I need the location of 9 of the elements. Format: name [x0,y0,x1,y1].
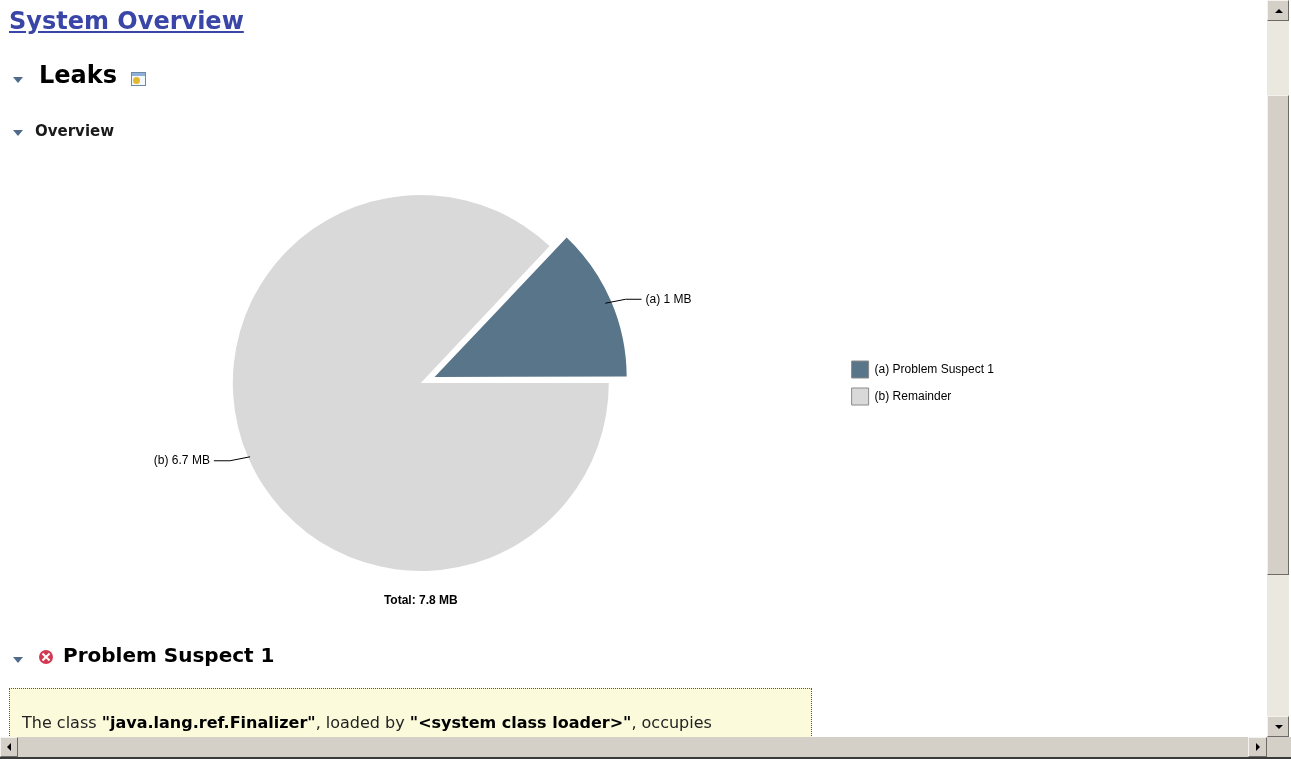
text: Total: 7.8 MB [383,593,459,608]
text: Overview [35,122,115,140]
chart-subtitle: Leaks [39,61,118,89]
text: Problem Suspect 1 [63,643,275,667]
data-label: (b) 6.7 MB [153,453,210,468]
data-label: (a) 1 MB [645,291,692,306]
chart-title: System Overview [9,7,244,35]
legend-label: (b) Remainder [874,388,952,403]
legend-label: (a) Problem Suspect 1 [874,361,995,376]
